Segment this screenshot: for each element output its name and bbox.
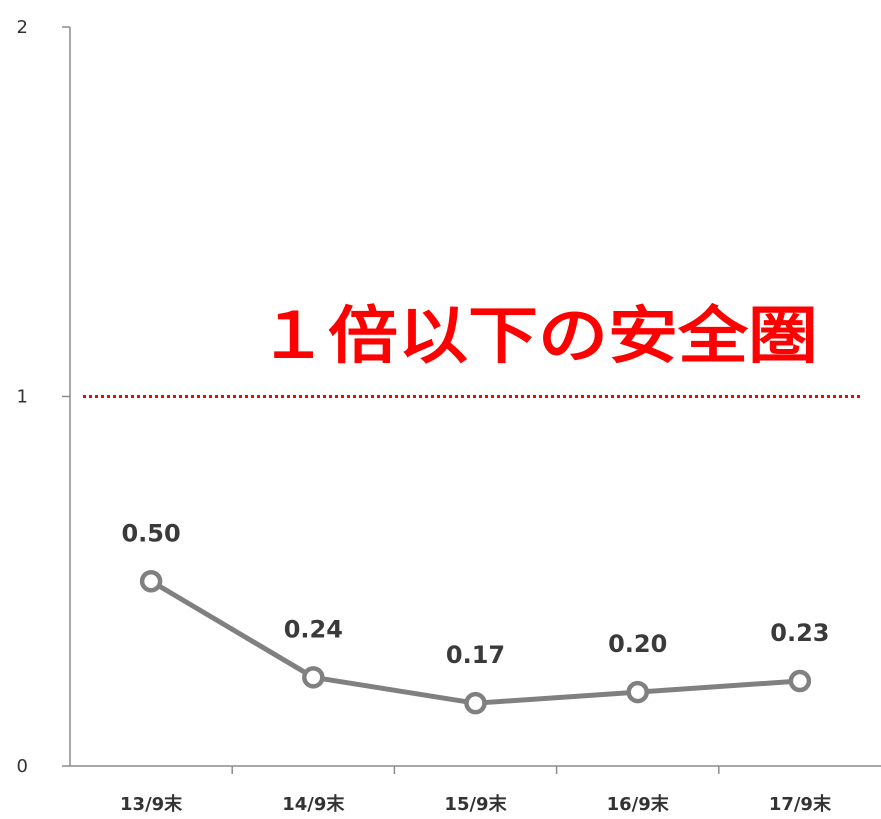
y-tick-label: 2 — [17, 17, 28, 38]
data-labels: 0.50 0.24 0.17 0.20 0.23 — [121, 519, 829, 669]
y-tick-label: 0 — [17, 756, 28, 777]
data-label: 0.23 — [770, 619, 829, 647]
x-tick-label: 15/9末 — [444, 793, 507, 815]
data-point-marker — [139, 570, 163, 593]
y-tick-labels: 0 1 2 — [17, 17, 28, 777]
x-tick-label: 17/9末 — [769, 793, 832, 815]
axes — [62, 26, 881, 774]
data-point-marker — [788, 669, 812, 693]
x-tick-label: 16/9末 — [607, 793, 670, 815]
data-label: 0.17 — [446, 641, 505, 669]
x-tick-label: 13/9末 — [120, 793, 183, 815]
data-label: 0.20 — [608, 630, 667, 658]
data-label: 0.24 — [284, 615, 343, 643]
data-point-marker — [626, 680, 649, 704]
x-tick-labels: 13/9末 14/9末 15/9末 16/9末 17/9末 — [120, 793, 832, 815]
x-tick-label: 14/9末 — [282, 793, 345, 815]
series-line-group — [139, 570, 812, 715]
data-point-marker — [302, 666, 325, 689]
annotation-text: １倍以下の安全圏 — [258, 299, 818, 372]
y-tick-label: 1 — [17, 387, 28, 408]
data-point-marker — [464, 691, 487, 715]
data-label: 0.50 — [121, 519, 180, 547]
